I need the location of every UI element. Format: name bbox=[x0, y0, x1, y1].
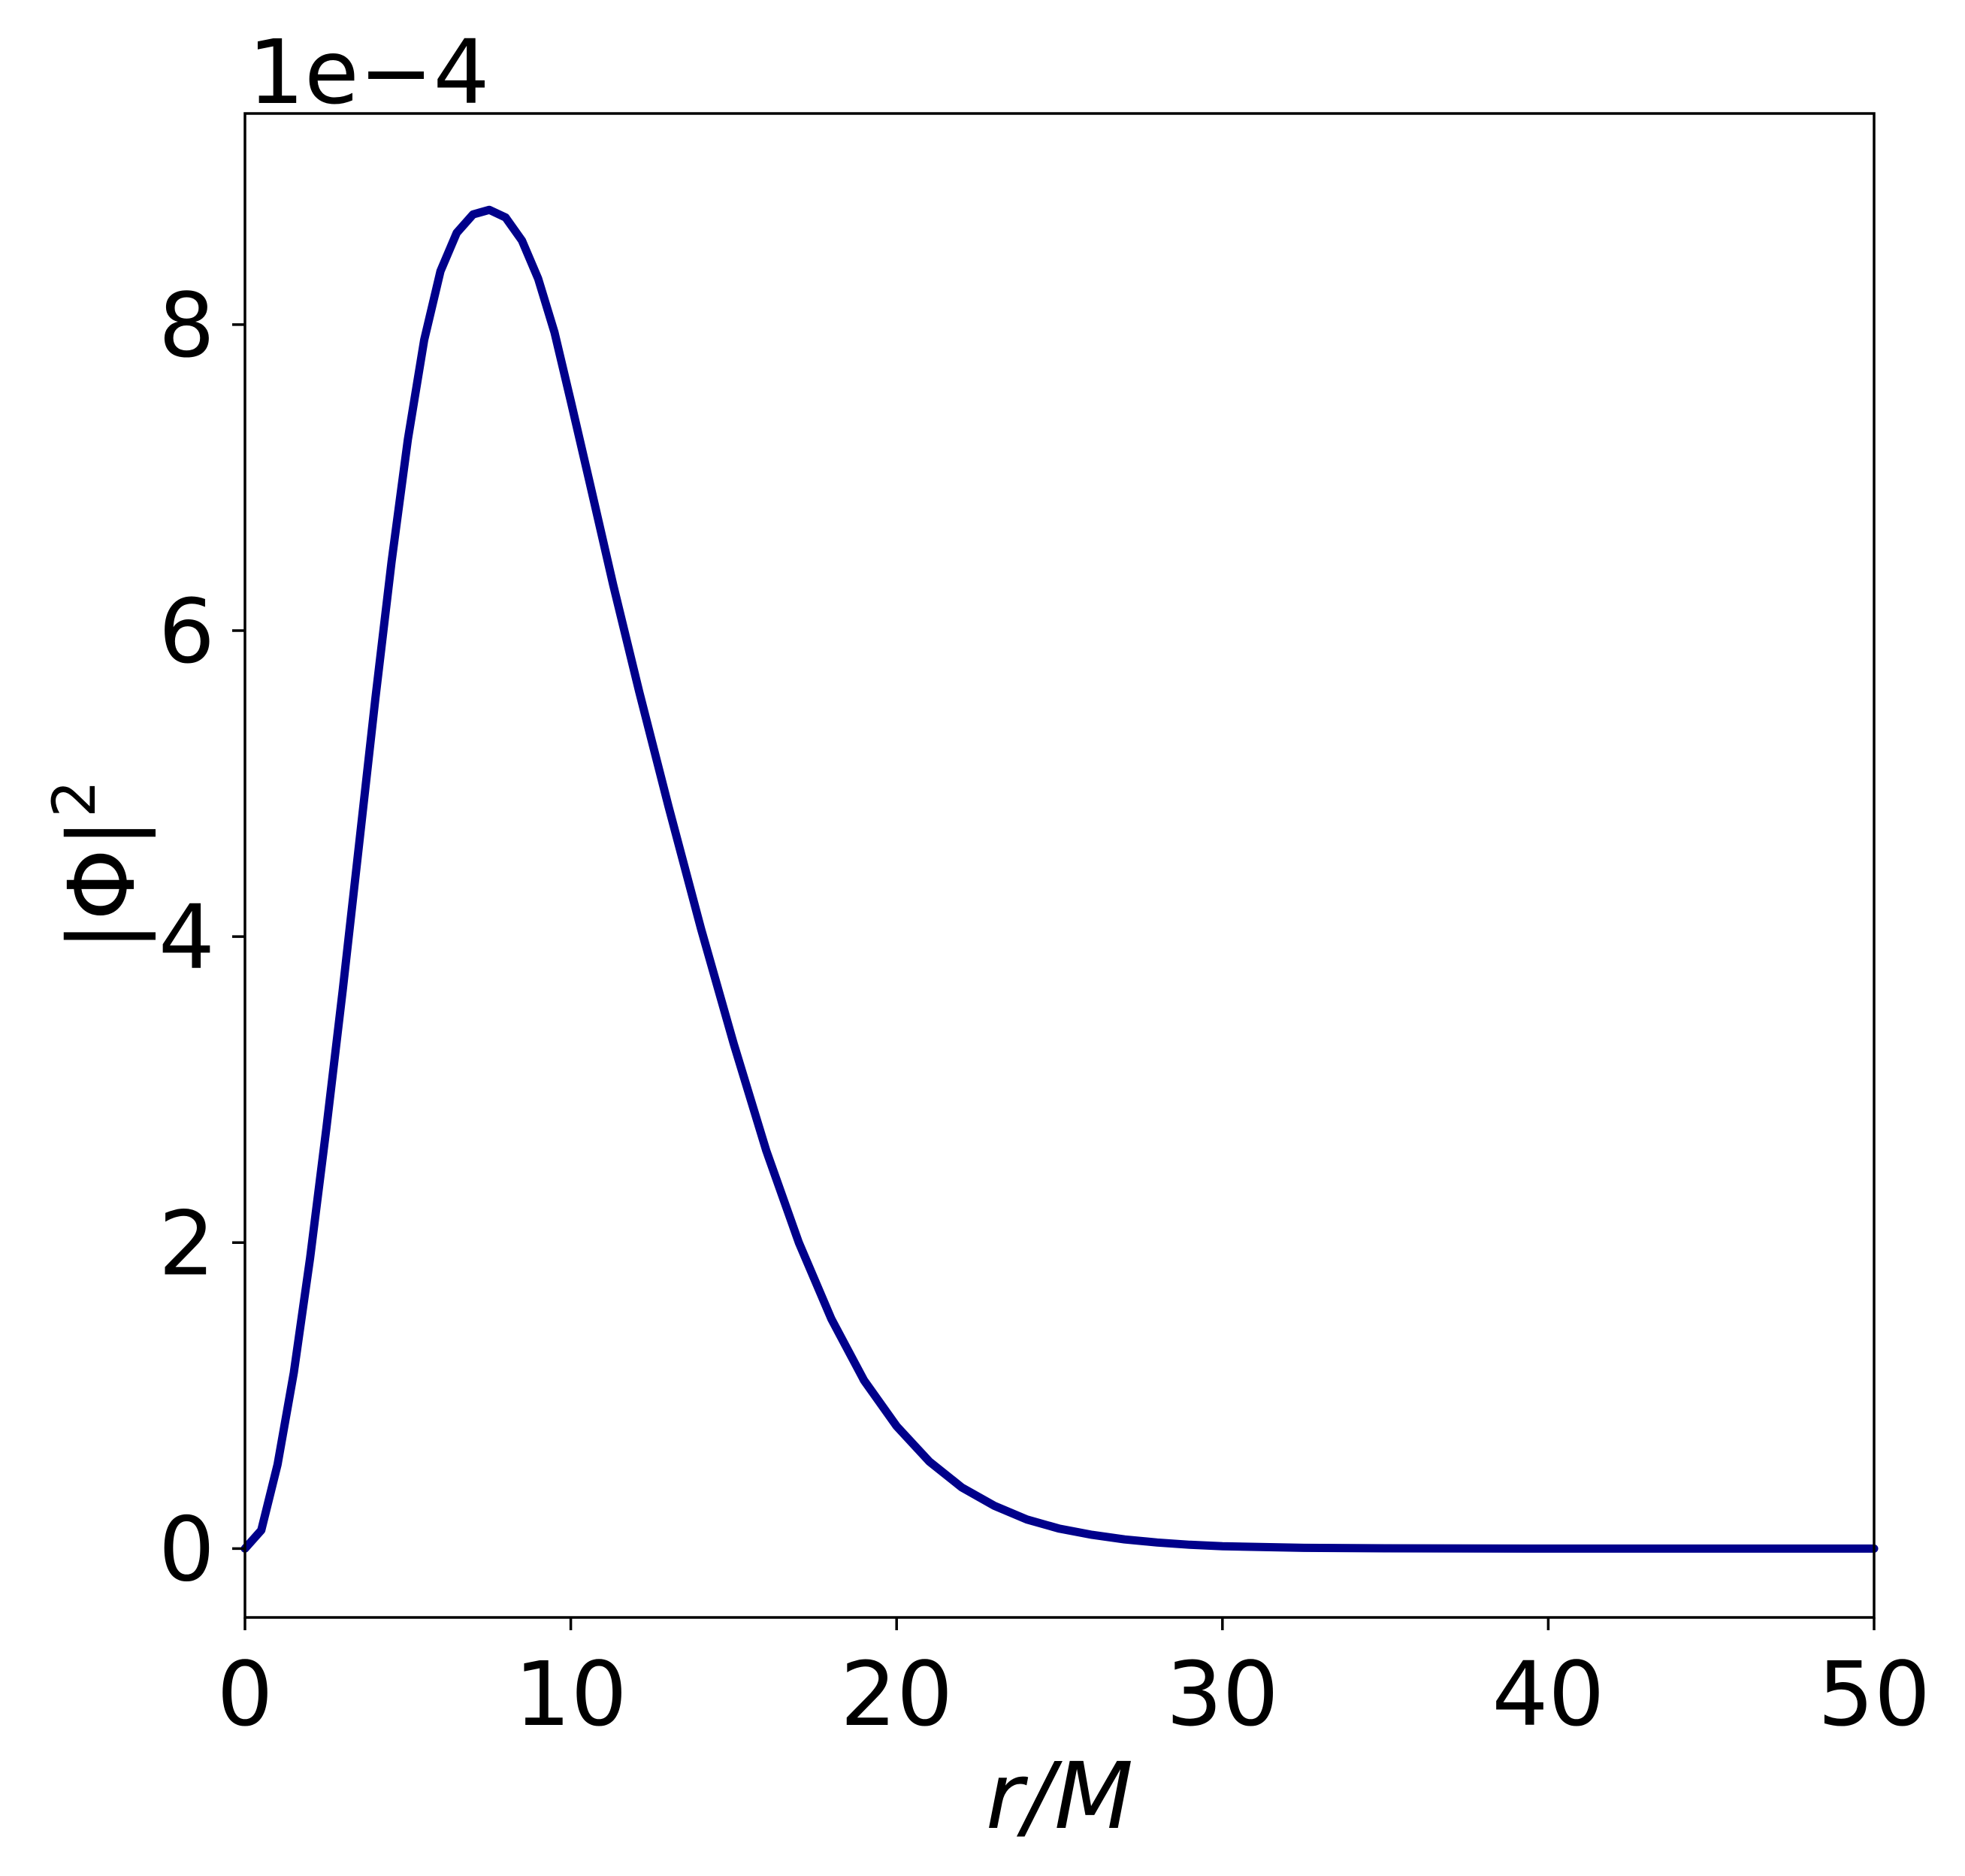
series-line bbox=[240, 205, 1879, 1553]
plot-frame bbox=[243, 112, 1876, 1619]
x-tick-label: 30 bbox=[1166, 1642, 1279, 1746]
plot-area bbox=[240, 112, 1879, 1619]
y-axis-label-exponent: 2 bbox=[41, 780, 109, 818]
y-tick-label: 0 bbox=[159, 1497, 215, 1601]
y-tick-label: 4 bbox=[159, 885, 215, 989]
x-axis-label: r/M bbox=[986, 1743, 1134, 1850]
axis-offset-label: 1e−4 bbox=[248, 20, 490, 124]
y-tick-label: 8 bbox=[159, 274, 215, 377]
y-axis-label: |Φ|2 bbox=[41, 780, 156, 952]
x-tick-label: 40 bbox=[1492, 1642, 1604, 1746]
x-tick-label: 0 bbox=[216, 1642, 273, 1746]
y-axis-label-base: |Φ| bbox=[49, 818, 156, 952]
x-tick-label: 50 bbox=[1818, 1642, 1930, 1746]
x-tick-label: 10 bbox=[515, 1642, 627, 1746]
y-axis: 0 2 4 6 8 bbox=[159, 274, 245, 1601]
y-tick-label: 2 bbox=[159, 1191, 215, 1295]
x-tick-label: 20 bbox=[840, 1642, 953, 1746]
y-tick-label: 6 bbox=[159, 579, 215, 683]
x-axis: 0 10 20 30 40 50 bbox=[216, 1617, 1930, 1746]
